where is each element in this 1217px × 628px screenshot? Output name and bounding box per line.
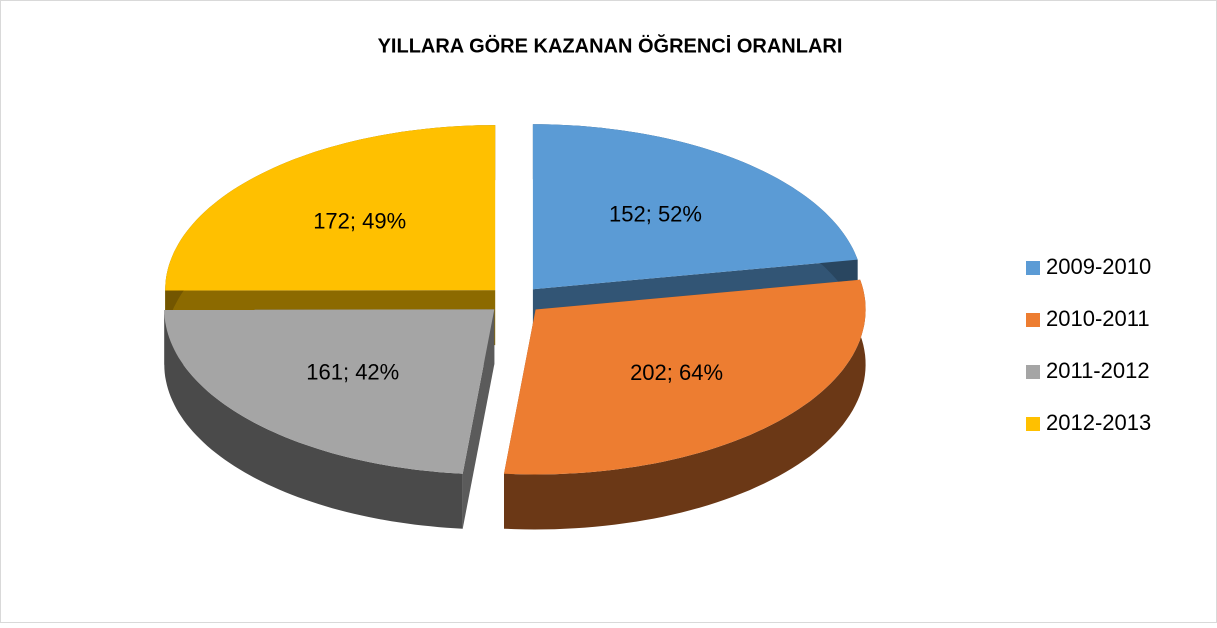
data-label: 152; 52% bbox=[609, 202, 702, 227]
legend-swatch bbox=[1026, 365, 1040, 379]
legend-label: 2011-2012 bbox=[1046, 358, 1150, 383]
legend-label: 2012-2013 bbox=[1046, 410, 1151, 435]
slice bbox=[532, 124, 858, 290]
data-label: 172; 49% bbox=[313, 208, 406, 233]
legend-swatch bbox=[1026, 261, 1040, 275]
legend-label: 2009-2010 bbox=[1046, 254, 1151, 279]
data-label: 202; 64% bbox=[630, 360, 723, 385]
legend-label: 2010-2011 bbox=[1046, 306, 1150, 331]
slice bbox=[504, 279, 866, 475]
chart-title: YILLARA GÖRE KAZANAN ÖĞRENCİ ORANLARI bbox=[378, 33, 843, 57]
slice bbox=[164, 309, 495, 474]
legend-swatch bbox=[1026, 417, 1040, 431]
legend-swatch bbox=[1026, 313, 1040, 327]
slice-side bbox=[164, 309, 463, 529]
data-label: 161; 42% bbox=[306, 360, 399, 385]
slice bbox=[165, 125, 496, 291]
slice-side bbox=[504, 279, 866, 530]
